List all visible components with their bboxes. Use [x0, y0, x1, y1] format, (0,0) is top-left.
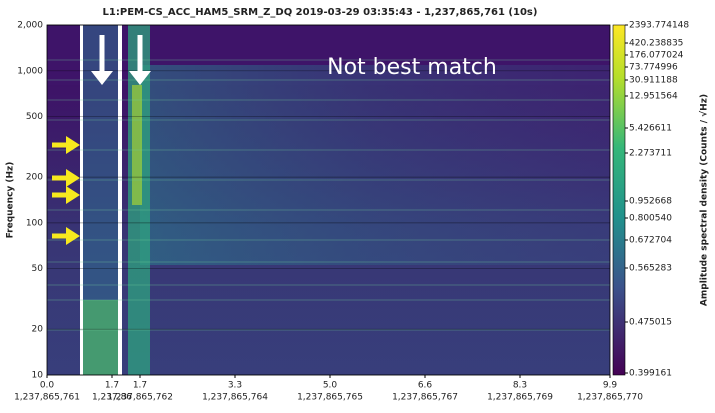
x-tick-label: 9.9: [603, 381, 618, 391]
colorbar-tick-label: 0.672704: [629, 236, 672, 246]
y-tick-label: 20: [32, 325, 44, 335]
colorbar-tick-label: 2.273711: [629, 149, 672, 159]
arrow-head: [66, 227, 80, 245]
arrow-head: [91, 71, 113, 85]
arrow-head: [66, 186, 80, 204]
x-tick-label: 1.7: [105, 381, 119, 391]
spectrogram-burst: [132, 85, 142, 205]
x-tick-label: 6.6: [418, 381, 433, 391]
y-tick-label: 1,000: [17, 66, 43, 76]
colorbar-tick-label: 0.800540: [629, 214, 672, 224]
x-tick-label: 1,237,865,762: [107, 393, 173, 403]
colorbar-tick-label: 0.399161: [629, 369, 672, 379]
spectrogram-wash: [140, 65, 610, 265]
annotation: Not best match: [327, 55, 497, 80]
colorbar-tick-label: 0.475015: [629, 318, 672, 328]
colorbar-tick-label: 0.565283: [629, 264, 672, 274]
colorbar-label: Amplitude spectral density (Counts / √Hz…: [699, 94, 710, 306]
x-tick-label: 1,237,86: [92, 393, 132, 403]
splice-gap: [118, 25, 122, 375]
colorbar: [612, 24, 626, 376]
colorbar-tick-label: 420.238835: [629, 39, 683, 49]
y-axis-label: Frequency (Hz): [6, 162, 16, 239]
arrow-head: [66, 169, 80, 187]
y-tick-label: 200: [26, 173, 43, 183]
colorbar-tick-label: 2393.774148: [629, 21, 689, 31]
x-tick-label: 1,237,865,765: [297, 393, 363, 403]
splice-gap: [80, 25, 83, 375]
x-tick-label: 1,237,865,770: [577, 393, 643, 403]
x-tick-label: 5.0: [323, 381, 338, 391]
colorbar-tick-label: 73.774996: [629, 63, 678, 73]
colorbar-tick-label: 176.077024: [629, 51, 684, 61]
x-tick-label: 3.3: [228, 381, 242, 391]
arrow-head: [66, 136, 80, 154]
x-tick-label: 1.7: [133, 381, 147, 391]
x-tick-label: 0.0: [40, 381, 55, 391]
colorbar-tick-label: 5.426611: [629, 124, 672, 134]
x-tick-label: 1,237,865,769: [487, 393, 553, 403]
y-tick-label: 10: [32, 371, 44, 381]
colorbar-tick-label: 0.952668: [629, 197, 672, 207]
arrow-head: [129, 71, 151, 85]
x-tick-label: 1,237,865,761: [14, 393, 80, 403]
plot-frame: [46, 24, 611, 376]
chart-title: L1:PEM-CS_ACC_HAM5_SRM_Z_DQ 2019-03-29 0…: [103, 7, 538, 18]
y-tick-label: 2,000: [17, 21, 43, 31]
x-tick-label: 1,237,865,767: [392, 393, 458, 403]
y-tick-label: 500: [26, 112, 43, 122]
spectrogram-segment: [83, 300, 118, 375]
x-tick-label: 8.3: [513, 381, 527, 391]
y-tick-label: 50: [32, 264, 44, 274]
x-tick-label: 1,237,865,764: [202, 393, 268, 403]
colorbar-tick-label: 12.951564: [629, 92, 678, 102]
colorbar-tick-label: 30.911188: [629, 76, 678, 86]
y-tick-label: 100: [26, 218, 43, 228]
